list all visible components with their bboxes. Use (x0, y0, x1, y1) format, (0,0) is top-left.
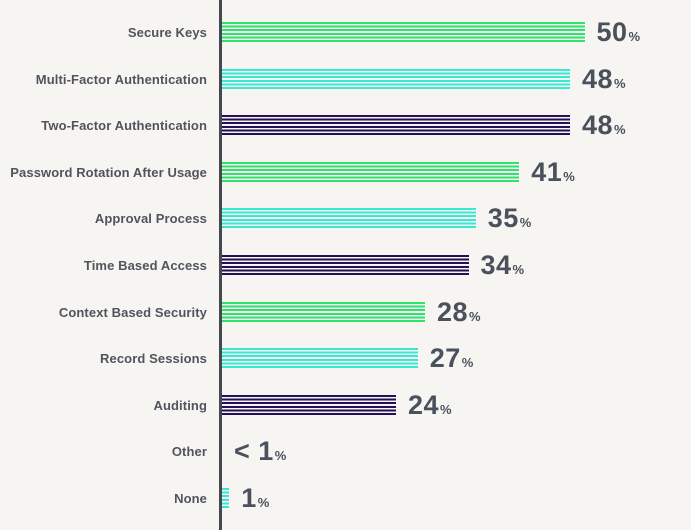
category-label: Approval Process (94, 211, 207, 227)
value-number: 50 (596, 17, 628, 48)
category-label: Context Based Security (58, 304, 207, 320)
value-label: 48% (582, 112, 626, 139)
chart-row: Approval Process 35% (0, 196, 691, 243)
chart-row: Multi-Factor Authentication 48% (0, 56, 691, 103)
percent-sign: % (628, 29, 641, 45)
value-label: 24% (408, 389, 452, 420)
value-label: 50% (597, 19, 641, 46)
bar[interactable] (222, 255, 469, 276)
value-label: 41% (531, 156, 575, 187)
percent-sign: % (461, 355, 474, 371)
value-label: 48% (582, 63, 626, 94)
percent-sign: % (519, 215, 532, 231)
category-label: None (174, 490, 207, 506)
value-number: 35 (487, 203, 519, 234)
value-number: < 1 (234, 436, 274, 467)
bar[interactable] (222, 115, 570, 137)
value-label: 35% (488, 205, 532, 232)
category-label: Time Based Access (83, 258, 207, 273)
chart-row: Context Based Security 28% (0, 289, 691, 336)
bar[interactable] (222, 348, 418, 370)
value-label: 1% (241, 482, 270, 513)
percent-sign: % (440, 401, 452, 417)
chart-row: Secure Keys 50% (0, 10, 691, 57)
percent-sign: % (614, 122, 626, 138)
bar[interactable] (222, 68, 570, 90)
category-label: Record Sessions (100, 351, 207, 367)
value-number: 48 (582, 110, 614, 141)
value-label: 34% (481, 252, 525, 279)
value-label: 28% (437, 296, 481, 327)
value-number: 24 (408, 389, 440, 420)
value-number: 1 (241, 482, 257, 513)
category-label: Auditing (153, 397, 207, 413)
chart-row: Time Based Access 34% (0, 242, 691, 289)
value-number: 41 (531, 156, 563, 187)
percent-sign: % (614, 75, 626, 91)
category-label: Other (171, 444, 207, 460)
percent-sign: % (563, 168, 575, 184)
percent-sign: % (469, 308, 481, 324)
bar[interactable] (222, 301, 425, 323)
chart-row: Other < 1% (0, 428, 691, 475)
percent-sign: % (512, 262, 525, 277)
y-axis-line (219, 0, 222, 530)
value-label: 27% (430, 345, 474, 372)
category-label: Secure Keys (127, 25, 207, 41)
bar[interactable] (222, 208, 476, 230)
chart-row: Auditing 24% (0, 382, 691, 429)
chart-rows: Secure Keys 50% Multi-Factor Authenticatio… (0, 10, 691, 522)
value-number: 28 (437, 296, 469, 327)
value-number: 27 (429, 343, 461, 374)
chart-row: None 1% (0, 475, 691, 522)
bar[interactable] (222, 394, 396, 416)
value-label: < 1% (234, 438, 286, 465)
chart-row: Record Sessions 27% (0, 335, 691, 382)
percent-sign: % (257, 494, 270, 510)
bar[interactable] (222, 161, 520, 183)
percent-sign: % (274, 448, 287, 464)
chart-row: Two-Factor Authentication 48% (0, 103, 691, 150)
value-number: 34 (480, 250, 512, 280)
category-label: Password Rotation After Usage (10, 164, 207, 180)
value-number: 48 (582, 63, 614, 94)
category-label: Multi-Factor Authentication (35, 71, 207, 87)
chart-row: Password Rotation After Usage 41% (0, 149, 691, 196)
bar[interactable] (222, 487, 230, 509)
bar[interactable] (222, 22, 585, 44)
category-label: Two-Factor Authentication (41, 118, 207, 134)
